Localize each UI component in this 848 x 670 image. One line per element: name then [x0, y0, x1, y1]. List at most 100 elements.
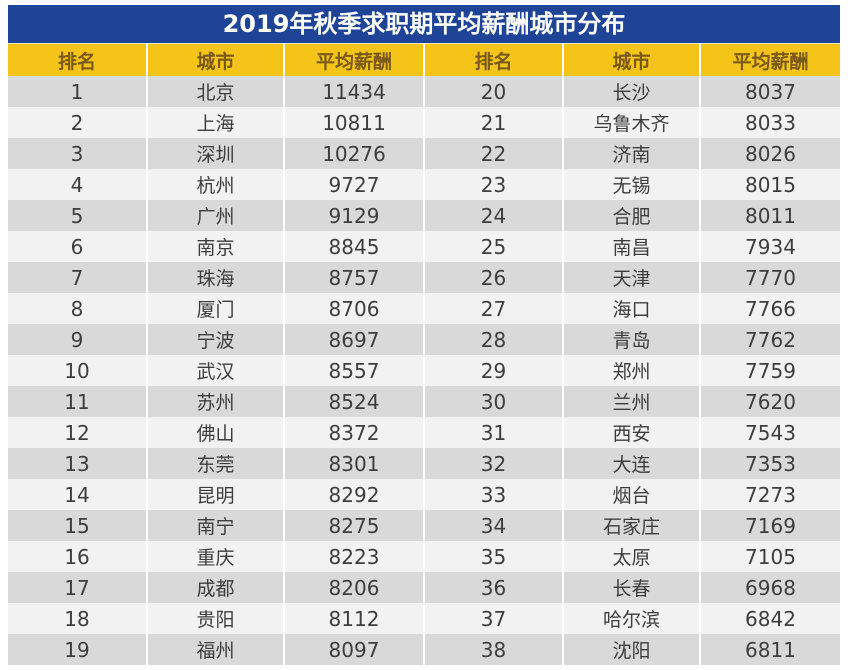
left-rank-cell: 7	[8, 262, 148, 293]
left-rank-cell: 14	[8, 479, 148, 510]
right-salary-cell: 8015	[700, 169, 840, 200]
table-row: 6 南京 8845 25 南昌 7934	[8, 231, 840, 262]
left-city-cell: 宁波	[147, 324, 285, 355]
table-row: 11 苏州 8524 30 兰州 7620	[8, 386, 840, 417]
right-salary-cell: 7273	[700, 479, 840, 510]
right-city-cell: 石家庄	[563, 510, 701, 541]
left-rank-cell: 19	[8, 634, 148, 665]
left-rank-cell: 18	[8, 603, 148, 634]
right-city-cell: 济南	[563, 138, 701, 169]
right-rank-cell: 21	[424, 107, 564, 138]
right-salary-cell: 7934	[700, 231, 840, 262]
table-row: 3 深圳 10276 22 济南 8026	[8, 138, 840, 169]
left-city-cell: 东莞	[147, 448, 285, 479]
table-body: 1 北京 11434 20 长沙 8037 2 上海 10811 21 乌鲁木齐 8033 3 深圳 102…	[8, 76, 840, 665]
right-rank-cell: 27	[424, 293, 564, 324]
left-salary-cell: 8097	[284, 634, 425, 665]
header-row: 排名 城市 平均薪酬 排名 城市 平均薪酬	[8, 43, 840, 76]
left-salary-cell: 8706	[284, 293, 425, 324]
left-rank-cell: 4	[8, 169, 148, 200]
left-rank-cell: 13	[8, 448, 148, 479]
left-rank-cell: 9	[8, 324, 148, 355]
header-rank-right: 排名	[424, 43, 564, 76]
left-city-cell: 福州	[147, 634, 285, 665]
left-rank-cell: 6	[8, 231, 148, 262]
right-salary-cell: 7353	[700, 448, 840, 479]
left-city-cell: 贵阳	[147, 603, 285, 634]
table-title: 2019年秋季求职期平均薪酬城市分布	[8, 5, 840, 43]
right-rank-cell: 36	[424, 572, 564, 603]
table-row: 7 珠海 8757 26 天津 7770	[8, 262, 840, 293]
right-rank-cell: 29	[424, 355, 564, 386]
left-rank-cell: 12	[8, 417, 148, 448]
right-salary-cell: 7169	[700, 510, 840, 541]
right-city-cell: 合肥	[563, 200, 701, 231]
right-salary-cell: 7543	[700, 417, 840, 448]
table-row: 4 杭州 9727 23 无锡 8015	[8, 169, 840, 200]
header-salary-right: 平均薪酬	[700, 43, 840, 76]
right-city-cell: 太原	[563, 541, 701, 572]
right-city-cell: 长春	[563, 572, 701, 603]
right-rank-cell: 28	[424, 324, 564, 355]
left-city-cell: 上海	[147, 107, 285, 138]
left-rank-cell: 2	[8, 107, 148, 138]
right-salary-cell: 7620	[700, 386, 840, 417]
left-city-cell: 深圳	[147, 138, 285, 169]
left-city-cell: 重庆	[147, 541, 285, 572]
header-salary-left: 平均薪酬	[284, 43, 425, 76]
left-salary-cell: 10276	[284, 138, 425, 169]
left-salary-cell: 8223	[284, 541, 425, 572]
right-salary-cell: 7770	[700, 262, 840, 293]
salary-table: 排名 城市 平均薪酬 排名 城市 平均薪酬 1 北京 11434 20 长沙 8037 2 上…	[8, 43, 840, 665]
table-row: 18 贵阳 8112 37 哈尔滨 6842	[8, 603, 840, 634]
left-salary-cell: 8292	[284, 479, 425, 510]
table-row: 10 武汉 8557 29 郑州 7759	[8, 355, 840, 386]
left-salary-cell: 8697	[284, 324, 425, 355]
right-salary-cell: 7759	[700, 355, 840, 386]
left-salary-cell: 9727	[284, 169, 425, 200]
right-salary-cell: 8037	[700, 76, 840, 107]
left-salary-cell: 8372	[284, 417, 425, 448]
table-row: 9 宁波 8697 28 青岛 7762	[8, 324, 840, 355]
header-city-right: 城市	[563, 43, 701, 76]
left-rank-cell: 16	[8, 541, 148, 572]
left-salary-cell: 8845	[284, 231, 425, 262]
left-rank-cell: 17	[8, 572, 148, 603]
table-row: 16 重庆 8223 35 太原 7105	[8, 541, 840, 572]
left-rank-cell: 8	[8, 293, 148, 324]
right-salary-cell: 8026	[700, 138, 840, 169]
right-city-cell: 郑州	[563, 355, 701, 386]
right-rank-cell: 23	[424, 169, 564, 200]
right-rank-cell: 20	[424, 76, 564, 107]
table-row: 1 北京 11434 20 长沙 8037	[8, 76, 840, 107]
right-city-cell: 天津	[563, 262, 701, 293]
right-rank-cell: 24	[424, 200, 564, 231]
right-rank-cell: 22	[424, 138, 564, 169]
right-salary-cell: 7766	[700, 293, 840, 324]
left-city-cell: 杭州	[147, 169, 285, 200]
right-city-cell: 长沙	[563, 76, 701, 107]
left-rank-cell: 15	[8, 510, 148, 541]
right-city-cell: 西安	[563, 417, 701, 448]
left-city-cell: 南京	[147, 231, 285, 262]
left-rank-cell: 10	[8, 355, 148, 386]
left-salary-cell: 8206	[284, 572, 425, 603]
table-row: 19 福州 8097 38 沈阳 6811	[8, 634, 840, 665]
table-row: 13 东莞 8301 32 大连 7353	[8, 448, 840, 479]
left-salary-cell: 8112	[284, 603, 425, 634]
table-row: 5 广州 9129 24 合肥 8011	[8, 200, 840, 231]
left-rank-cell: 5	[8, 200, 148, 231]
right-salary-cell: 8033	[700, 107, 840, 138]
right-rank-cell: 35	[424, 541, 564, 572]
table-row: 2 上海 10811 21 乌鲁木齐 8033	[8, 107, 840, 138]
left-city-cell: 苏州	[147, 386, 285, 417]
right-city-cell: 无锡	[563, 169, 701, 200]
left-salary-cell: 8557	[284, 355, 425, 386]
table-row: 17 成都 8206 36 长春 6968	[8, 572, 840, 603]
right-salary-cell: 6811	[700, 634, 840, 665]
right-city-cell: 烟台	[563, 479, 701, 510]
right-city-cell: 大连	[563, 448, 701, 479]
left-city-cell: 昆明	[147, 479, 285, 510]
left-salary-cell: 8301	[284, 448, 425, 479]
left-city-cell: 佛山	[147, 417, 285, 448]
